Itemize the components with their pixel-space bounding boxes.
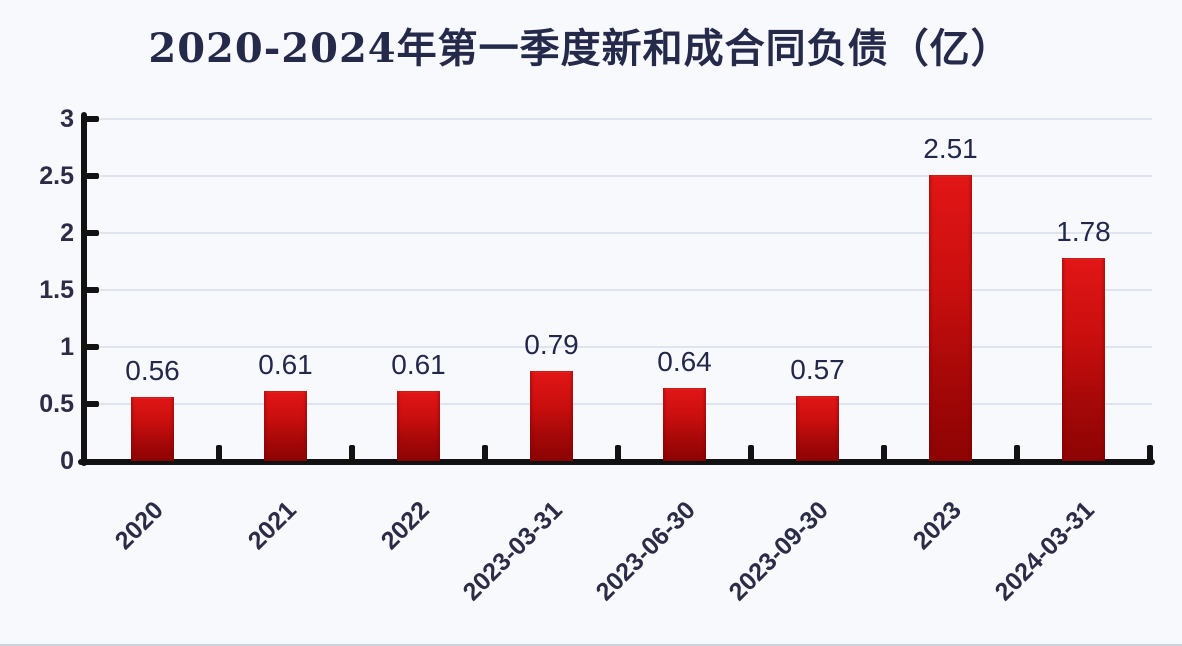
x-axis-category-label: 2023-06-30 <box>590 496 701 607</box>
x-axis-category-label: 2023 <box>907 496 967 556</box>
bar <box>530 370 573 461</box>
bar <box>264 391 307 461</box>
x-axis-category-label: 2020 <box>109 496 169 556</box>
y-axis-tick-label: 1 <box>60 333 74 361</box>
bar <box>663 388 706 461</box>
y-axis-tick-label: 0 <box>60 447 74 475</box>
bar-value-label: 0.61 <box>391 349 446 381</box>
bar <box>1062 258 1105 461</box>
y-axis-tick <box>85 287 99 293</box>
bar <box>929 174 972 461</box>
bar-value-label: 0.79 <box>524 328 579 360</box>
y-axis-tick-label: 2 <box>60 219 74 247</box>
chart-title: 2020-2024年第一季度新和成合同负债（亿） <box>148 25 1012 72</box>
y-axis-tick-label: 2.5 <box>39 162 74 190</box>
x-axis-tick <box>482 445 488 461</box>
gridline <box>86 232 1152 234</box>
bar-value-label: 2.51 <box>923 132 978 164</box>
y-axis-tick-label: 3 <box>60 105 74 133</box>
bar-value-label: 0.64 <box>657 346 712 378</box>
bar-value-label: 1.78 <box>1056 216 1111 248</box>
y-axis-line <box>81 112 87 466</box>
gridline <box>86 403 1152 405</box>
x-axis-tick <box>349 445 355 461</box>
x-axis-tick <box>1014 445 1020 461</box>
y-axis-tick <box>85 116 99 122</box>
bar-value-label: 0.61 <box>258 349 313 381</box>
gridline <box>86 175 1152 177</box>
y-axis-tick <box>85 230 99 236</box>
gridline <box>86 346 1152 348</box>
bar-value-label: 0.56 <box>125 355 180 387</box>
x-axis-tick <box>881 445 887 461</box>
bar <box>131 397 174 461</box>
x-axis-category-label: 2024-03-31 <box>989 496 1100 607</box>
bar-value-label: 0.57 <box>790 354 845 386</box>
x-axis-tick <box>216 445 222 461</box>
x-axis-category-label: 2022 <box>375 496 435 556</box>
x-axis-category-label: 2021 <box>242 496 302 556</box>
y-axis-tick <box>85 401 99 407</box>
x-axis-tick <box>748 445 754 461</box>
x-axis-tick <box>1147 445 1153 461</box>
y-axis-tick-label: 0.5 <box>39 390 74 418</box>
y-axis-tick-label: 1.5 <box>39 276 74 304</box>
gridline <box>86 118 1152 120</box>
bar <box>397 391 440 461</box>
x-axis-category-label: 2023-03-31 <box>457 496 568 607</box>
bar <box>796 396 839 461</box>
y-axis-tick <box>85 173 99 179</box>
gridline <box>86 289 1152 291</box>
x-axis-tick <box>615 445 621 461</box>
y-axis-tick <box>85 344 99 350</box>
x-axis-line <box>78 459 1155 465</box>
x-axis-category-label: 2023-09-30 <box>723 496 834 607</box>
